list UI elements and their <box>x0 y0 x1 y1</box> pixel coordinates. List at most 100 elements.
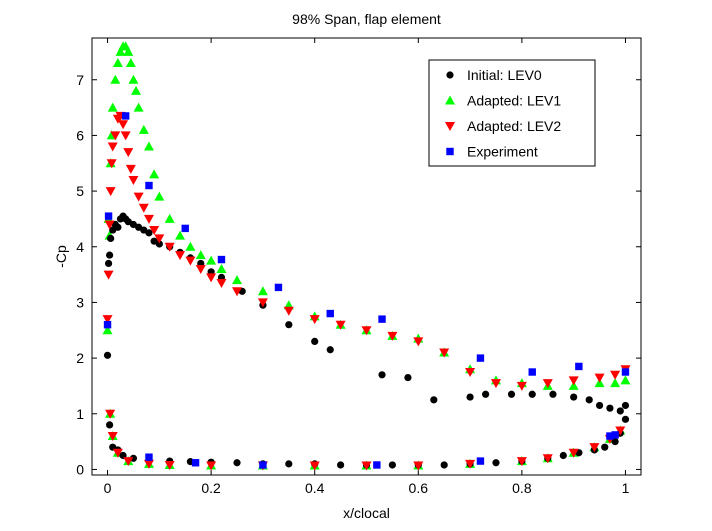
data-point <box>195 265 206 275</box>
data-point <box>133 192 144 202</box>
data-point <box>361 461 372 471</box>
data-point <box>476 354 485 362</box>
data-point <box>549 390 557 398</box>
legend-label: Adapted: LEV1 <box>467 93 561 109</box>
data-point <box>373 461 381 469</box>
data-point <box>621 401 630 410</box>
data-point <box>283 306 294 316</box>
data-point <box>123 46 134 56</box>
data-point <box>388 461 396 469</box>
data-point <box>326 309 334 318</box>
data-point <box>112 58 123 68</box>
legend-label: Experiment <box>467 144 538 160</box>
data-point <box>131 85 142 95</box>
x-tick-label: 0.8 <box>512 480 532 496</box>
legend-label: Initial: LEV0 <box>467 67 542 83</box>
data-point <box>335 320 346 330</box>
y-axis-label: -Cp <box>53 245 69 268</box>
data-point <box>103 351 112 359</box>
data-point <box>575 362 583 371</box>
data-point <box>232 275 243 285</box>
data-point <box>110 74 121 84</box>
data-point <box>516 381 527 391</box>
legend-box <box>428 59 596 167</box>
data-point <box>621 368 630 376</box>
data-point <box>528 390 536 398</box>
y-tick-label: 5 <box>76 183 84 199</box>
x-axis-label: x/clocal <box>343 505 390 521</box>
data-point <box>143 214 154 224</box>
data-point <box>232 287 243 297</box>
data-point <box>105 187 116 197</box>
y-tick-label: 3 <box>76 294 84 310</box>
data-point <box>274 283 283 292</box>
data-point <box>133 102 144 112</box>
data-point <box>112 448 123 458</box>
data-point <box>285 321 293 329</box>
data-point <box>107 234 115 243</box>
data-point <box>606 432 614 440</box>
chart-title: 98% Span, flap element <box>292 11 441 27</box>
data-point <box>404 373 412 382</box>
data-point <box>610 378 621 388</box>
data-point <box>309 315 320 325</box>
data-point <box>175 251 186 261</box>
y-tick-label: 1 <box>76 406 84 422</box>
data-point <box>257 298 268 308</box>
data-point <box>413 337 424 347</box>
data-point <box>507 390 516 398</box>
data-point <box>145 229 153 237</box>
y-tick-label: 0 <box>76 461 84 477</box>
data-point <box>585 396 593 404</box>
data-point <box>601 443 609 451</box>
data-point <box>568 448 579 458</box>
data-point <box>106 421 114 429</box>
data-point <box>233 459 241 467</box>
data-point <box>430 396 438 404</box>
data-point <box>107 432 118 442</box>
legend: Initial: LEV0 Adapted: LEV1 Adapted: LEV2 E… <box>428 59 596 167</box>
data-point <box>568 380 579 390</box>
legend-label: Adapted: LEV2 <box>467 118 561 134</box>
data-point <box>181 224 189 233</box>
data-point <box>337 461 345 469</box>
data-point <box>138 203 149 213</box>
data-point <box>164 242 175 252</box>
data-point <box>164 460 175 470</box>
data-point <box>217 255 226 264</box>
data-point <box>621 415 630 423</box>
legend-marker <box>446 71 454 79</box>
data-point <box>145 181 153 190</box>
data-point <box>106 251 114 259</box>
data-point <box>490 379 501 389</box>
data-point <box>516 457 527 467</box>
data-point <box>620 375 631 385</box>
axis-ticks: 0 0.2 0.4 0.6 0.8 1 0 1 2 3 4 5 6 7 <box>76 38 641 496</box>
data-point <box>309 461 320 471</box>
y-tick-label: 6 <box>76 127 84 143</box>
data-point <box>615 426 626 436</box>
data-point <box>285 460 293 468</box>
data-point <box>154 234 165 244</box>
data-point <box>611 431 619 439</box>
data-point <box>440 461 448 469</box>
data-point <box>195 250 206 260</box>
data-point <box>106 159 117 169</box>
data-point <box>206 255 217 265</box>
data-point <box>595 401 604 410</box>
data-point <box>120 131 131 141</box>
data-point <box>465 368 476 378</box>
data-point <box>138 124 149 134</box>
data-point <box>110 131 121 141</box>
data-point <box>492 459 500 467</box>
data-points <box>102 41 631 471</box>
data-point <box>387 331 398 341</box>
series-square <box>103 112 630 469</box>
x-tick-label: 1 <box>622 480 630 496</box>
data-point <box>115 46 126 56</box>
x-tick-label: 0.2 <box>201 480 221 496</box>
data-point <box>104 259 113 268</box>
data-point <box>175 230 186 240</box>
data-point <box>326 346 334 354</box>
data-point <box>149 226 160 236</box>
